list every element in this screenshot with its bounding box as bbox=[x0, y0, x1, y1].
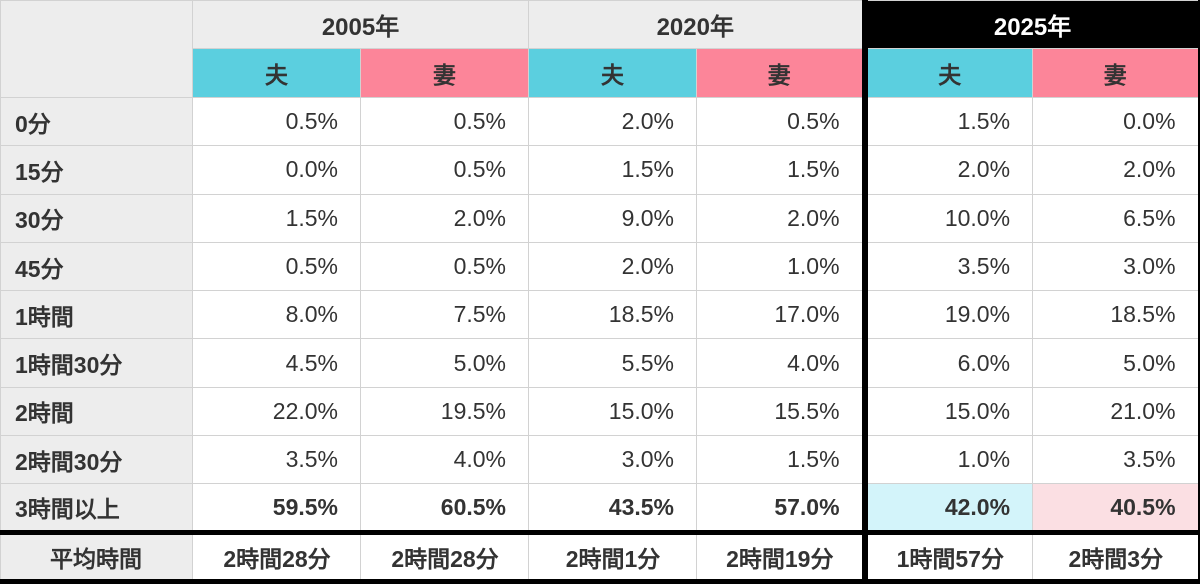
value-cell: 0.5% bbox=[192, 241, 361, 292]
header-2020-wife: 妻 bbox=[696, 48, 866, 98]
row-label: 30分 bbox=[0, 193, 193, 243]
value-cell: 10.0% bbox=[861, 193, 1034, 243]
average-value-cell: 1時間57分 bbox=[861, 529, 1034, 584]
header-2020-husband: 夫 bbox=[528, 48, 698, 98]
value-cell: 2.0% bbox=[528, 241, 698, 292]
value-cell: 3.5% bbox=[861, 241, 1034, 292]
table-row: 0分 0.5% 0.5% 2.0% 0.5% 1.5% 0.0% bbox=[0, 96, 1200, 147]
row-label: 1時間 bbox=[0, 290, 193, 340]
average-value-cell: 2時間19分 bbox=[696, 529, 866, 584]
average-row-label: 平均時間 bbox=[0, 529, 193, 584]
value-cell: 0.5% bbox=[359, 241, 530, 292]
row-label: 1時間30分 bbox=[0, 338, 193, 388]
value-cell: 6.5% bbox=[1032, 193, 1200, 243]
value-cell-highlighted: 42.0% bbox=[861, 483, 1034, 533]
row-label: 2時間30分 bbox=[0, 435, 193, 485]
value-cell: 8.0% bbox=[192, 290, 361, 340]
value-cell: 1.0% bbox=[696, 241, 866, 292]
value-cell: 0.5% bbox=[696, 96, 866, 147]
header-2005-husband: 夫 bbox=[192, 48, 361, 98]
average-row: 平均時間 2時間28分 2時間28分 2時間1分 2時間19分 1時間57分 2… bbox=[0, 529, 1200, 584]
value-cell: 3.0% bbox=[1032, 241, 1200, 292]
value-cell: 57.0% bbox=[696, 483, 866, 533]
value-cell: 18.5% bbox=[528, 290, 698, 340]
table-row-total: 3時間以上 59.5% 60.5% 43.5% 57.0% 42.0% 40.5… bbox=[0, 483, 1200, 533]
value-cell: 17.0% bbox=[696, 290, 866, 340]
value-cell: 2.0% bbox=[861, 145, 1034, 195]
value-cell: 15.0% bbox=[861, 386, 1034, 437]
value-cell: 5.0% bbox=[1032, 338, 1200, 388]
average-value-cell: 2時間3分 bbox=[1032, 529, 1200, 584]
value-cell: 6.0% bbox=[861, 338, 1034, 388]
table-row: 1時間 8.0% 7.5% 18.5% 17.0% 19.0% 18.5% bbox=[0, 290, 1200, 340]
value-cell: 1.0% bbox=[861, 435, 1034, 485]
average-value-cell: 2時間28分 bbox=[359, 529, 530, 584]
value-cell: 0.5% bbox=[192, 96, 361, 147]
table-row: 45分 0.5% 0.5% 2.0% 1.0% 3.5% 3.0% bbox=[0, 241, 1200, 292]
table-row: 15分 0.0% 0.5% 1.5% 1.5% 2.0% 2.0% bbox=[0, 145, 1200, 195]
table-row: 1時間30分 4.5% 5.0% 5.5% 4.0% 6.0% 5.0% bbox=[0, 338, 1200, 388]
value-cell: 1.5% bbox=[861, 96, 1034, 147]
value-cell: 60.5% bbox=[359, 483, 530, 533]
average-value-cell: 2時間28分 bbox=[192, 529, 361, 584]
year-header-2020: 2020年 bbox=[528, 0, 866, 49]
value-cell: 3.5% bbox=[192, 435, 361, 485]
header-2025-husband: 夫 bbox=[861, 48, 1034, 98]
value-cell: 19.5% bbox=[359, 386, 530, 437]
value-cell: 2.0% bbox=[696, 193, 866, 243]
value-cell: 4.0% bbox=[696, 338, 866, 388]
value-cell: 3.0% bbox=[528, 435, 698, 485]
corner-cell bbox=[0, 0, 193, 98]
value-cell: 1.5% bbox=[696, 435, 866, 485]
value-cell: 1.5% bbox=[696, 145, 866, 195]
value-cell: 15.5% bbox=[696, 386, 866, 437]
header-2005-wife: 妻 bbox=[359, 48, 530, 98]
value-cell: 18.5% bbox=[1032, 290, 1200, 340]
value-cell: 0.5% bbox=[359, 96, 530, 147]
value-cell: 9.0% bbox=[528, 193, 698, 243]
value-cell: 1.5% bbox=[528, 145, 698, 195]
row-label: 2時間 bbox=[0, 386, 193, 437]
gender-header-row: 夫 妻 夫 妻 夫 妻 bbox=[1, 48, 1200, 98]
table-row: 2時間30分 3.5% 4.0% 3.0% 1.5% 1.0% 3.5% bbox=[0, 435, 1200, 485]
row-label: 3時間以上 bbox=[0, 483, 193, 533]
value-cell: 4.5% bbox=[192, 338, 361, 388]
value-cell: 43.5% bbox=[528, 483, 698, 533]
value-cell: 21.0% bbox=[1032, 386, 1200, 437]
year-header-2025: 2025年 bbox=[861, 0, 1200, 49]
table-row: 30分 1.5% 2.0% 9.0% 2.0% 10.0% 6.5% bbox=[0, 193, 1200, 243]
year-header-2005: 2005年 bbox=[191, 0, 530, 49]
average-value-cell: 2時間1分 bbox=[528, 529, 698, 584]
value-cell: 1.5% bbox=[192, 193, 361, 243]
value-cell: 5.0% bbox=[359, 338, 530, 388]
value-cell: 5.5% bbox=[528, 338, 698, 388]
value-cell: 7.5% bbox=[359, 290, 530, 340]
value-cell: 19.0% bbox=[861, 290, 1034, 340]
row-label: 15分 bbox=[0, 145, 193, 195]
value-cell: 0.0% bbox=[1032, 96, 1200, 147]
value-cell-highlighted: 40.5% bbox=[1032, 483, 1200, 533]
value-cell: 59.5% bbox=[192, 483, 361, 533]
value-cell: 2.0% bbox=[359, 193, 530, 243]
header-2025-wife: 妻 bbox=[1032, 48, 1200, 98]
year-header-row: 2005年 2020年 2025年 bbox=[0, 0, 1200, 98]
value-cell: 0.5% bbox=[359, 145, 530, 195]
row-label: 45分 bbox=[0, 241, 193, 292]
value-cell: 0.0% bbox=[192, 145, 361, 195]
table-row: 2時間 22.0% 19.5% 15.0% 15.5% 15.0% 21.0% bbox=[0, 386, 1200, 437]
value-cell: 15.0% bbox=[528, 386, 698, 437]
value-cell: 22.0% bbox=[192, 386, 361, 437]
value-cell: 3.5% bbox=[1032, 435, 1200, 485]
row-label: 0分 bbox=[0, 96, 193, 147]
value-cell: 2.0% bbox=[528, 96, 698, 147]
value-cell: 2.0% bbox=[1032, 145, 1200, 195]
value-cell: 4.0% bbox=[359, 435, 530, 485]
